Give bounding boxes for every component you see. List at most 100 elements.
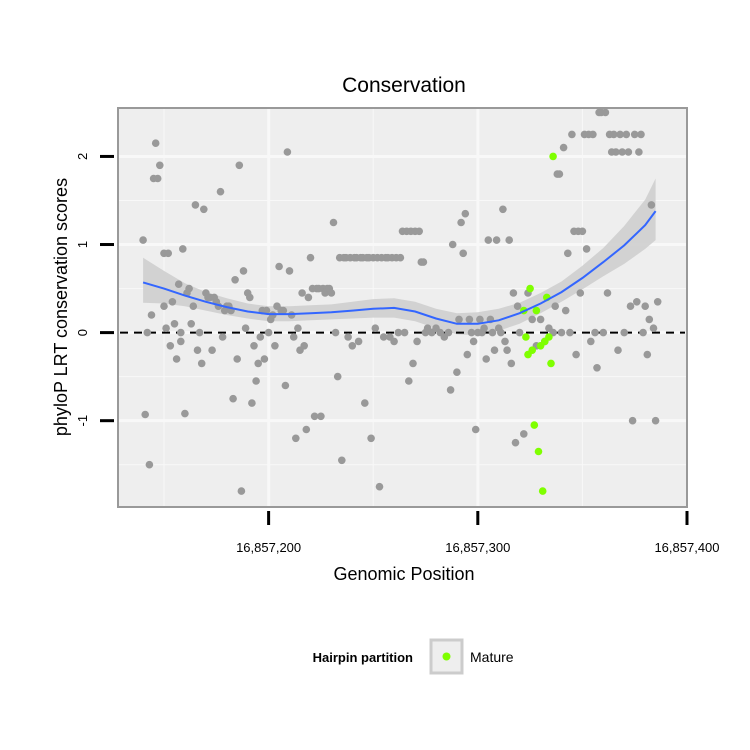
data-point-other: [256, 333, 265, 341]
x-tick-label: 16,857,400: [654, 540, 719, 555]
data-point-other: [490, 346, 499, 355]
data-point-other: [283, 148, 292, 156]
data-point-other: [624, 148, 633, 156]
data-point-other: [469, 337, 478, 346]
data-point-other: [488, 328, 497, 337]
data-point-other: [457, 218, 465, 227]
x-axis: 16,857,200 16,857,300 16,857,400: [236, 511, 720, 555]
data-point-other: [578, 227, 587, 236]
data-point-other: [503, 346, 511, 355]
data-point-other: [400, 328, 409, 337]
data-point-mature: [545, 333, 553, 341]
data-point-other: [333, 372, 342, 381]
data-point-other: [197, 359, 206, 368]
data-point-other: [354, 337, 363, 346]
points-mature: [520, 152, 557, 495]
data-point-other: [492, 236, 501, 244]
data-point-other: [515, 328, 524, 337]
data-point-other: [448, 240, 457, 249]
chart-title: Conservation: [342, 74, 466, 97]
data-point-other: [620, 328, 628, 337]
data-point-other: [628, 416, 637, 425]
data-point-other: [289, 333, 298, 341]
data-point-other: [555, 170, 564, 178]
data-point-other: [568, 130, 576, 139]
data-point-other: [185, 284, 193, 293]
data-point-other: [304, 293, 313, 302]
y-tick-label: -1: [75, 415, 90, 427]
data-point-other: [177, 337, 185, 346]
data-point-other: [643, 350, 652, 359]
data-point-other: [419, 258, 428, 266]
data-point-other: [195, 328, 204, 337]
data-point-other: [453, 368, 461, 377]
data-point-other: [237, 487, 246, 495]
data-point-other: [499, 205, 507, 214]
legend-title: Hairpin partition: [313, 650, 413, 665]
confidence-ribbon: [143, 178, 656, 336]
data-point-other: [614, 346, 622, 355]
data-point-other: [166, 342, 175, 350]
data-point-other: [218, 333, 227, 341]
data-point-other: [601, 108, 610, 117]
data-point-other: [582, 245, 591, 253]
data-point-other: [626, 302, 635, 311]
data-point-other: [463, 350, 472, 359]
data-point-other: [480, 324, 488, 333]
data-point-other: [164, 249, 172, 258]
data-point-other: [285, 267, 294, 275]
data-point-other: [264, 328, 273, 337]
data-point-other: [509, 289, 518, 297]
data-point-other: [467, 328, 476, 337]
data-point-other: [329, 218, 338, 227]
data-point-other: [361, 399, 369, 407]
data-point-other: [616, 130, 624, 139]
data-point-other: [306, 253, 315, 262]
data-point-other: [262, 306, 271, 315]
data-point-other: [181, 409, 189, 418]
data-point-other: [193, 346, 202, 355]
data-point-other: [513, 302, 522, 311]
data-point-other: [649, 324, 658, 333]
data-point-other: [294, 324, 302, 333]
data-point-other: [459, 249, 468, 258]
data-point-other: [252, 377, 260, 385]
data-point-other: [589, 130, 597, 139]
data-point-other: [298, 289, 306, 297]
data-point-other: [239, 267, 248, 275]
data-point-other: [461, 209, 470, 218]
x-tick-label: 16,857,200: [236, 540, 301, 555]
data-point-mature: [528, 346, 536, 355]
data-point-other: [292, 434, 300, 443]
data-point-other: [484, 236, 493, 244]
data-point-other: [191, 201, 200, 209]
legend: Hairpin partition Mature: [313, 638, 514, 675]
data-point-other: [587, 337, 595, 346]
data-point-other: [271, 342, 279, 350]
data-point-other: [572, 350, 580, 359]
data-point-other: [637, 130, 645, 139]
ribbon-area: [143, 178, 656, 336]
data-point-other: [141, 410, 149, 419]
data-point-other: [557, 328, 566, 337]
data-point-mature: [538, 487, 547, 495]
y-tick-label: 1: [75, 241, 90, 248]
data-point-mature: [549, 152, 557, 161]
data-point-other: [139, 236, 147, 244]
data-point-other: [233, 355, 241, 363]
data-point-other: [591, 328, 599, 337]
smooth-line: [142, 210, 657, 325]
data-point-other: [610, 130, 618, 139]
data-point-other: [348, 342, 357, 350]
data-point-other: [281, 381, 290, 390]
data-point-other: [482, 355, 491, 363]
data-point-other: [254, 359, 262, 368]
data-point-other: [576, 289, 585, 297]
data-point-other: [235, 161, 244, 170]
data-point-mature: [532, 306, 541, 315]
data-point-other: [379, 333, 388, 341]
data-point-other: [300, 342, 309, 350]
data-point-other: [317, 412, 325, 421]
data-point-other: [505, 236, 513, 244]
